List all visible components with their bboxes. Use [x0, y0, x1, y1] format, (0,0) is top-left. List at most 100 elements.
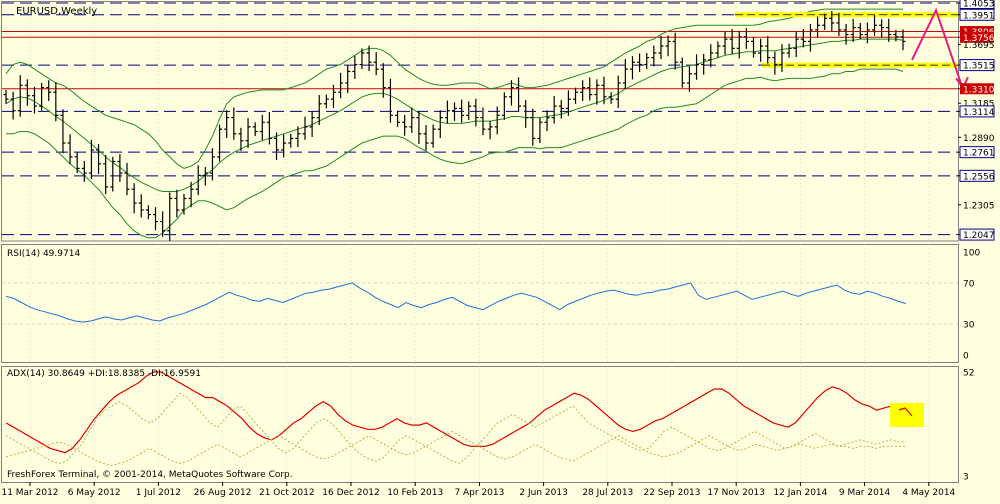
ohlc-bar — [373, 52, 379, 76]
ohlc-bar — [722, 31, 728, 55]
price-tick-label: 1.3185 — [963, 100, 995, 110]
ohlc-bar — [202, 167, 208, 186]
ohlc-bar — [487, 120, 493, 140]
rsi-line — [5, 282, 907, 323]
rsi-panel[interactable]: RSI(14) 49.9714 100 70 30 0 — [1, 244, 981, 363]
adx-yellow-box — [890, 403, 924, 427]
ohlc-bar — [565, 90, 571, 116]
rsi-grid — [1, 244, 959, 363]
rsi-title: RSI(14) 49.9714 — [7, 249, 80, 259]
ohlc-bar — [402, 114, 408, 136]
ohlc-bar — [387, 78, 393, 123]
ohlc-bar — [608, 92, 614, 104]
ohlc-bar — [245, 118, 251, 149]
ohlc-bar — [615, 75, 621, 108]
price-tick-label: 1.3114 — [963, 108, 995, 118]
time-tick-label: 4 May 2014 — [902, 488, 955, 498]
ohlc-bar — [274, 132, 280, 161]
price-tick-label: 1.2761 — [963, 149, 995, 159]
time-axis: 11 Mar 2012 6 May 2012 1 Jul 2012 26 Aug 20… — [1, 482, 956, 498]
ohlc-bar — [580, 80, 586, 102]
ohlc-bar — [800, 28, 806, 48]
ohlc-bar — [772, 51, 778, 75]
ohlc-bar — [729, 28, 735, 55]
ohlc-bar — [544, 110, 550, 132]
price-tick-label: 1.4053 — [963, 0, 995, 10]
ohlc-bar — [153, 207, 158, 231]
ohlc-bar — [651, 45, 657, 67]
symbol-title: EURUSD,Weekly — [16, 6, 97, 17]
ohlc-bar — [252, 122, 258, 137]
price-tick-label: 1.2890 — [963, 134, 995, 144]
ohlc-bar — [395, 110, 401, 127]
time-tick-label: 17 Nov 2013 — [707, 488, 765, 498]
ohlc-bar — [807, 23, 813, 52]
ohlc-bar — [409, 107, 415, 133]
ohlc-bar — [88, 139, 94, 180]
ohlc-bar — [316, 95, 322, 126]
ohlc-bar — [629, 56, 635, 80]
ohlc-bar — [96, 143, 102, 174]
ohlc-bar — [380, 63, 386, 98]
adx-tick-label: 52 — [963, 369, 974, 379]
ohlc-bar — [637, 53, 643, 72]
ohlc-bar — [281, 134, 287, 158]
ohlc-bar — [309, 111, 315, 138]
ohlc-bar — [3, 89, 9, 104]
ohlc-bar — [138, 194, 144, 218]
ohlc-bar — [523, 100, 529, 128]
ohlc-bar — [658, 35, 664, 59]
ohlc-bar — [238, 127, 244, 151]
adx-highlight-line — [898, 407, 913, 417]
ohlc-bar — [209, 148, 215, 181]
time-tick-label: 21 Oct 2012 — [259, 488, 315, 498]
ohlc-bar — [117, 154, 123, 182]
price-tick-label: 1.2305 — [963, 201, 995, 211]
ohlc-bar — [195, 165, 201, 196]
ohlc-bar — [167, 192, 173, 241]
ohlc-bar — [793, 31, 799, 58]
price-label-box — [960, 26, 994, 38]
di-minus-series-line — [5, 430, 906, 466]
copyright-text: FreshForex Terminal, © 2001-2014, MetaQu… — [7, 470, 293, 480]
rsi-tick-label: 70 — [963, 279, 975, 289]
ohlc-bar — [366, 45, 372, 71]
time-tick-label: 2 Jun 2013 — [519, 488, 567, 498]
time-tick-label: 1 Jul 2012 — [136, 488, 181, 498]
ohlc-bar — [679, 57, 685, 88]
ohlc-bar — [665, 35, 671, 57]
rsi-tick-label: 100 — [963, 249, 980, 259]
ohlc-bar — [352, 55, 358, 79]
ohlc-bar — [423, 125, 429, 151]
price-tick-label: 1.2556 — [963, 172, 995, 182]
bollinger-lower-line — [6, 68, 904, 239]
ohlc-bar — [452, 102, 457, 121]
ohlc-bar — [850, 18, 856, 42]
time-tick-label: 6 May 2012 — [68, 488, 121, 498]
price-tick-label: 1.3951 — [963, 11, 995, 21]
time-tick-label: 26 Aug 2012 — [194, 488, 252, 498]
price-panel-frame — [1, 1, 959, 242]
ohlc-bar — [430, 124, 436, 148]
time-tick-label: 22 Sep 2013 — [643, 488, 700, 498]
adx-title: ADX(14) 30.8649 +DI:18.8385 -DI:16.9591 — [7, 369, 201, 379]
ohlc-bar — [900, 29, 906, 51]
price-panel[interactable]: EURUSD,Weekly 1.40531.39511.38061.37561.… — [1, 0, 995, 242]
ohlc-bar — [516, 77, 522, 113]
ohlc-bar — [786, 43, 792, 58]
price-label-box — [959, 146, 995, 159]
ohlc-bar — [743, 28, 749, 49]
ohlc-bar — [416, 111, 422, 144]
adx-panel[interactable]: ADX(14) 30.8649 +DI:18.8385 -DI:16.9591 … — [1, 366, 975, 483]
ohlc-bar — [829, 10, 835, 32]
price-tick-label: 1.2047 — [963, 231, 995, 241]
ohlc-bar — [508, 80, 514, 106]
price-label-box — [959, 0, 995, 9]
ohlc-bar — [501, 92, 507, 120]
ohlc-bar — [701, 53, 707, 75]
adx-tick-label: 3 — [963, 473, 969, 483]
ohlc-bar — [466, 101, 472, 120]
ohlc-bar — [879, 19, 885, 38]
ohlc-bar — [815, 16, 821, 38]
